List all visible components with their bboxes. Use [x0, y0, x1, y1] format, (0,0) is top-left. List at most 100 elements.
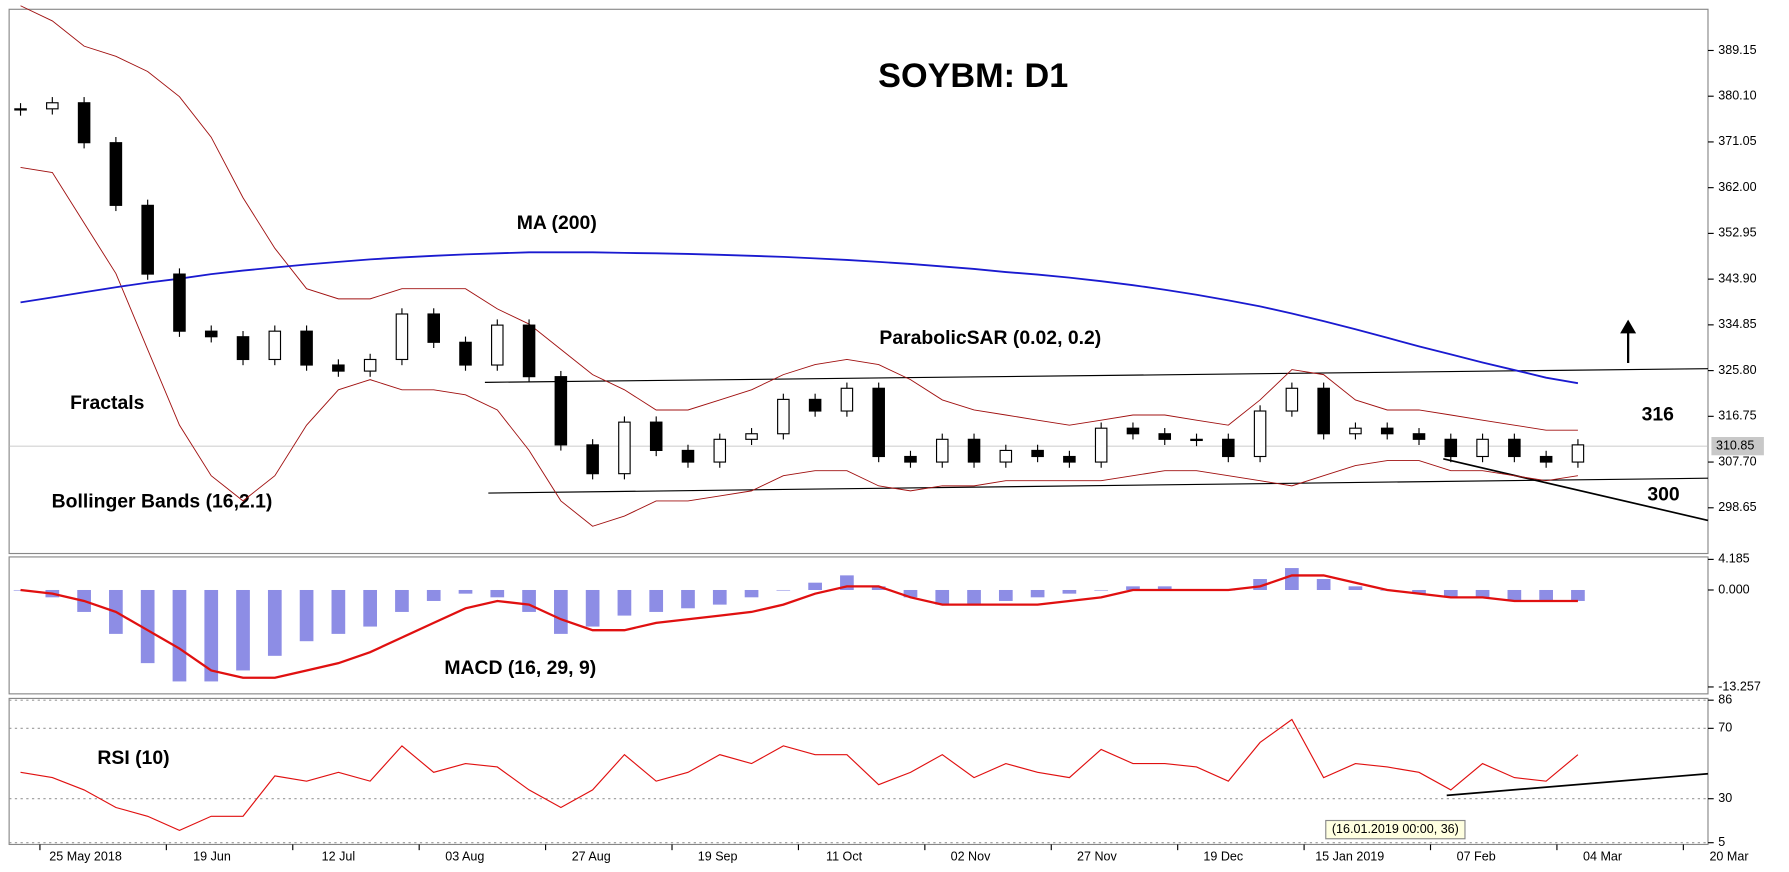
macd-bar [1571, 589, 1585, 601]
candle [1126, 427, 1140, 435]
macd-bar [681, 589, 695, 609]
y-tick-label: 380.10 [1718, 89, 1756, 103]
macd-bar [204, 589, 219, 682]
candle [236, 336, 250, 361]
candle [554, 376, 568, 446]
candle [681, 449, 695, 463]
rsi-trend-line [1446, 772, 1709, 797]
macd-bar [1539, 589, 1553, 601]
fractals-label: Fractals [70, 392, 144, 414]
candle [1158, 433, 1172, 440]
candle [1222, 438, 1235, 458]
x-tick-label: 19 Jun [193, 849, 231, 863]
candle [999, 449, 1013, 463]
macd-signal [20, 574, 1578, 679]
bollinger-band [20, 166, 1578, 527]
y-tick-label: 334.85 [1718, 317, 1756, 331]
macd-bar [1475, 589, 1490, 598]
candle [1539, 455, 1553, 463]
candle [300, 330, 313, 366]
main-panel [8, 8, 1709, 555]
macd-panel [8, 556, 1709, 695]
candle [1349, 427, 1362, 435]
macd-bar [1316, 579, 1331, 590]
arrow-head [1620, 319, 1637, 334]
macd-bar [871, 586, 886, 590]
x-tick-label: 19 Dec [1203, 849, 1243, 863]
macd-bar [617, 589, 632, 616]
candle [77, 102, 91, 144]
macd-bar [1126, 586, 1140, 590]
macd-bar [363, 589, 378, 627]
macd-bar [554, 589, 568, 634]
x-tick-label: 27 Aug [572, 849, 611, 863]
x-tick-label: 03 Aug [445, 849, 484, 863]
x-tick-label: 12 Jul [322, 849, 355, 863]
candle [363, 358, 377, 372]
macd-bar [776, 589, 791, 591]
candle [1380, 427, 1394, 435]
candle [1285, 387, 1299, 412]
macd-bar [585, 589, 600, 627]
y-tick-label: 307.70 [1718, 454, 1756, 468]
level-label: 300 [1647, 483, 1679, 505]
y-tick-label: 352.95 [1718, 226, 1756, 240]
macd-bar [1285, 568, 1299, 590]
macd-bar [1443, 589, 1458, 598]
macd-bar [426, 589, 441, 601]
macd-bar [903, 589, 918, 598]
macd-bar [522, 589, 536, 612]
rsi-label: RSI (10) [97, 747, 169, 769]
y-tick-label: 371.05 [1718, 134, 1756, 148]
x-tick-label: 19 Sep [698, 849, 738, 863]
macd-bar [1348, 586, 1363, 590]
candle [935, 438, 949, 463]
y-tick-label: 362.00 [1718, 180, 1756, 194]
x-tick-label: 04 Mar [1583, 849, 1622, 863]
channel-top [484, 368, 1708, 383]
y-tick-label: -13.257 [1718, 679, 1761, 693]
x-tick-label: 25 May 2018 [49, 849, 122, 863]
candle [1190, 438, 1203, 442]
macd-bar [267, 589, 282, 656]
y-tick-label: 70 [1718, 721, 1732, 735]
candle [618, 421, 631, 475]
macd-bar [1412, 589, 1426, 594]
macd-bar [1507, 589, 1522, 601]
last-price-label: 310.85 [1716, 438, 1754, 452]
macd-bar [935, 589, 950, 605]
macd-bar [1157, 586, 1172, 590]
channel-bottom [488, 477, 1708, 494]
macd-bar [649, 589, 664, 612]
candle [1571, 444, 1585, 463]
candle [332, 364, 345, 372]
x-tick-label: 02 Nov [951, 849, 991, 863]
candle [1412, 433, 1426, 440]
y-tick-label: 5 [1718, 835, 1725, 849]
candle [1317, 387, 1330, 435]
candle [904, 455, 917, 463]
y-tick-label: 343.90 [1718, 271, 1756, 285]
candle [204, 330, 218, 338]
tooltip: (16.01.2019 00:00, 36) [1332, 822, 1459, 836]
candle [649, 421, 663, 452]
macd-bar [1253, 579, 1267, 590]
candle [522, 324, 536, 378]
x-tick-label: 20 Mar [1709, 849, 1748, 863]
candle [1444, 438, 1458, 458]
candle [872, 387, 885, 458]
y-tick-label: 0.000 [1718, 582, 1749, 596]
candle [713, 438, 727, 463]
y-tick-label: 389.15 [1718, 43, 1756, 57]
macd-bar [140, 589, 155, 664]
candle [491, 324, 504, 366]
macd-bar [1062, 589, 1077, 594]
macd-bar [299, 589, 314, 642]
tooltip-box [1325, 819, 1466, 840]
macd-bar [1094, 589, 1109, 591]
level-label: 316 [1642, 404, 1675, 426]
candle [1253, 410, 1267, 458]
last-price-box [1711, 437, 1764, 456]
rsi-line [20, 718, 1579, 832]
